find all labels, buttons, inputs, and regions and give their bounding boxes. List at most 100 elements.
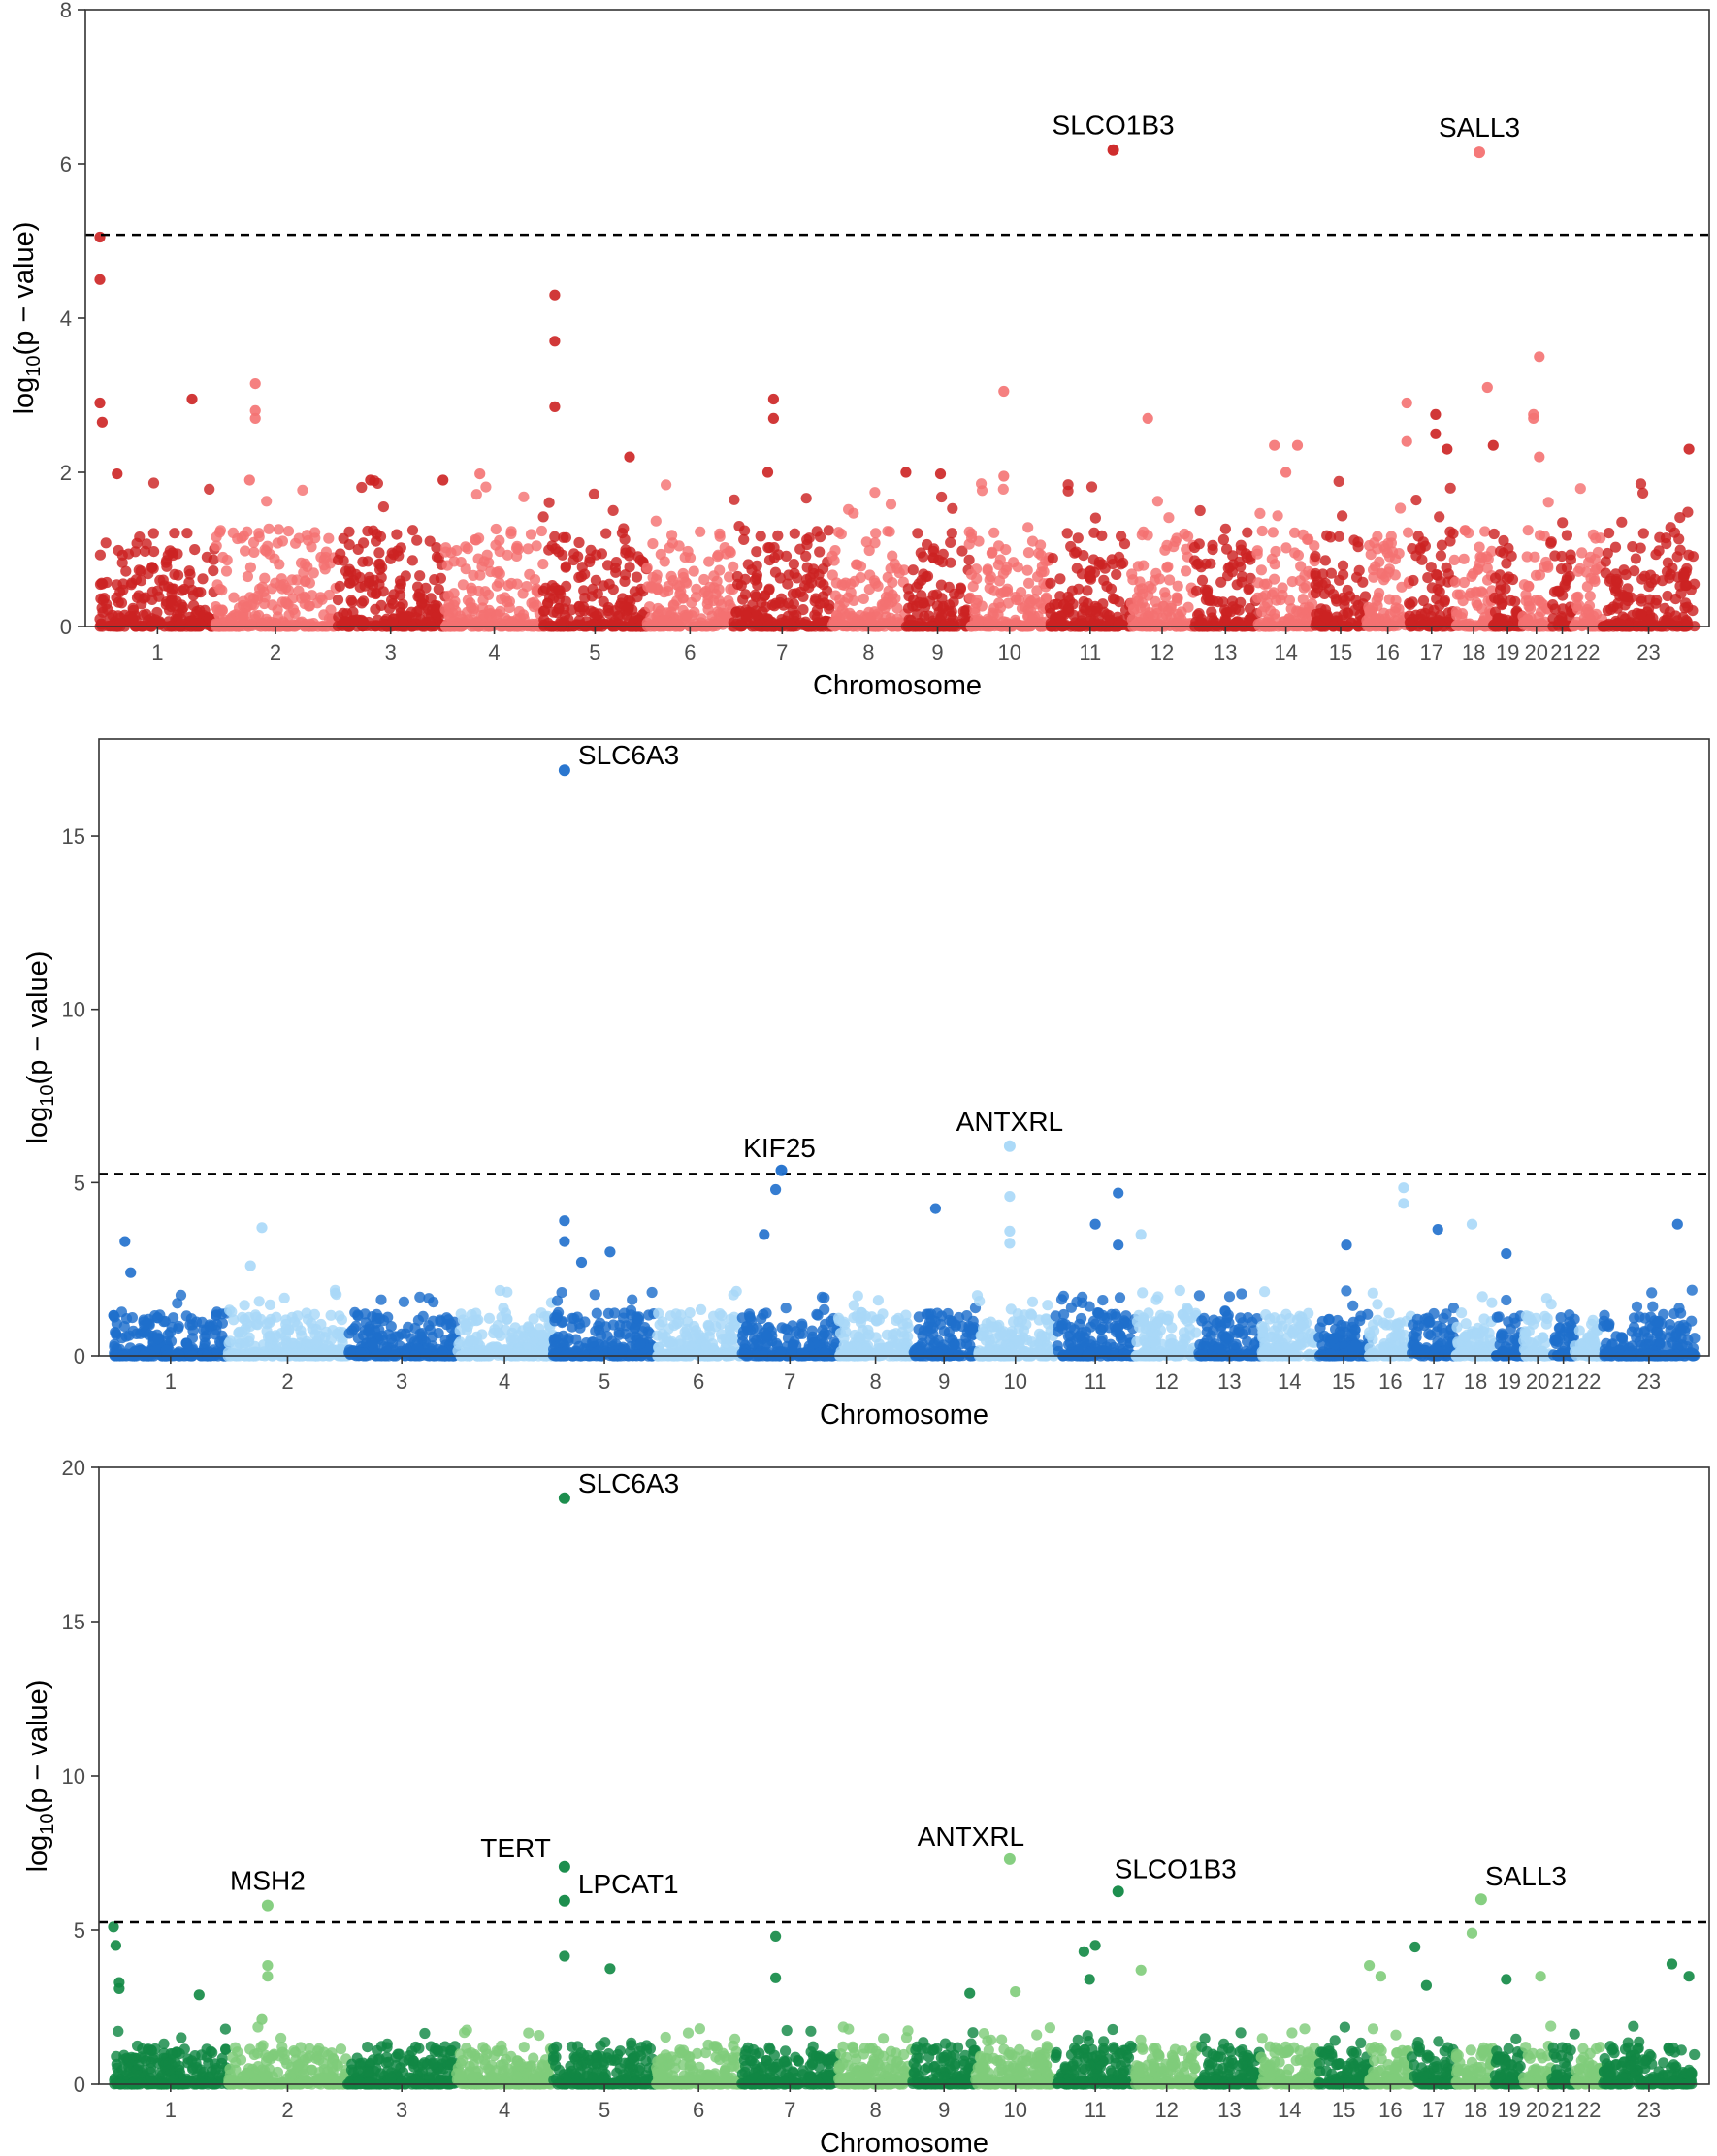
data-point [945,536,956,549]
data-point [166,583,178,595]
notable-point [94,397,106,409]
data-point [511,550,523,563]
data-point [844,607,856,619]
data-point [1518,579,1530,591]
data-point [1035,539,1047,551]
notable-point [1487,439,1499,451]
data-point [592,588,603,599]
data-point [358,537,370,549]
data-point [1416,619,1428,630]
data-point [494,1284,506,1297]
data-point [1060,619,1072,631]
data-point [1091,620,1103,631]
data-point [1111,568,1122,581]
data-point [845,587,857,598]
data-point [629,586,641,597]
data-point [698,573,710,586]
data-point [869,487,881,499]
data-point [518,491,530,502]
data-point [367,1337,378,1349]
data-point [891,1314,902,1326]
data-point [307,1323,318,1335]
data-point [211,1319,223,1331]
data-point [728,561,739,572]
data-point [1151,496,1163,507]
data-point [228,1314,240,1326]
notable-point [249,412,261,424]
data-point [1200,558,1212,570]
data-point [1665,568,1676,581]
y-tick-label: 6 [60,152,72,177]
data-point [935,579,948,591]
data-point [922,570,934,582]
data-point [752,620,763,631]
data-point [1665,618,1676,629]
x-tick-label: 10 [997,640,1020,664]
data-point [1678,569,1690,581]
data-point [1436,539,1447,551]
data-point [794,1328,805,1339]
data-point [1217,533,1229,546]
data-point [1085,573,1097,585]
data-point [1182,601,1194,613]
data-point [1602,604,1613,617]
data-point [197,573,209,585]
data-point [173,1320,184,1333]
data-point [396,1328,407,1339]
data-point [860,536,872,548]
data-point [1404,610,1415,622]
data-point [1503,542,1514,554]
data-point [990,618,1002,630]
data-point [480,481,492,493]
data-point [800,550,812,563]
data-point [253,1296,265,1307]
x-tick-label: 11 [1079,640,1101,664]
data-point [739,525,751,536]
data-point [982,564,993,576]
x-tick-label: 6 [684,640,696,664]
data-point [148,546,160,558]
data-point [423,1293,435,1304]
data-point [772,530,784,542]
data-point [176,599,187,611]
data-point [780,1303,792,1314]
data-point [892,1338,904,1350]
data-point [1559,579,1571,591]
data-point [1415,608,1427,620]
data-point [249,610,261,622]
data-point [1236,576,1247,588]
data-point [946,606,957,618]
data-point [696,1303,707,1315]
data-point [133,564,145,576]
data-point [244,562,256,573]
data-point [517,588,529,599]
data-point [644,601,656,613]
data-point [1320,612,1333,624]
data-point [667,575,679,587]
data-point [903,591,915,602]
data-point [110,1327,121,1338]
data-point [435,572,446,584]
data-point [468,614,479,627]
data-point [852,1290,863,1302]
notable-point [934,468,947,480]
data-point [1644,569,1657,581]
data-point [1522,525,1534,536]
data-point [971,573,983,585]
data-point [1272,510,1283,522]
data-point [1371,613,1382,625]
data-point [695,526,706,537]
data-point [1028,594,1041,605]
data-point [701,598,713,610]
data-point [1476,603,1488,615]
data-point [124,611,136,623]
data-point [700,620,713,631]
data-point [1001,586,1014,598]
data-point [613,1329,625,1340]
data-point [609,563,622,574]
data-point [450,605,462,617]
data-point [184,1319,196,1331]
data-point [678,571,690,584]
